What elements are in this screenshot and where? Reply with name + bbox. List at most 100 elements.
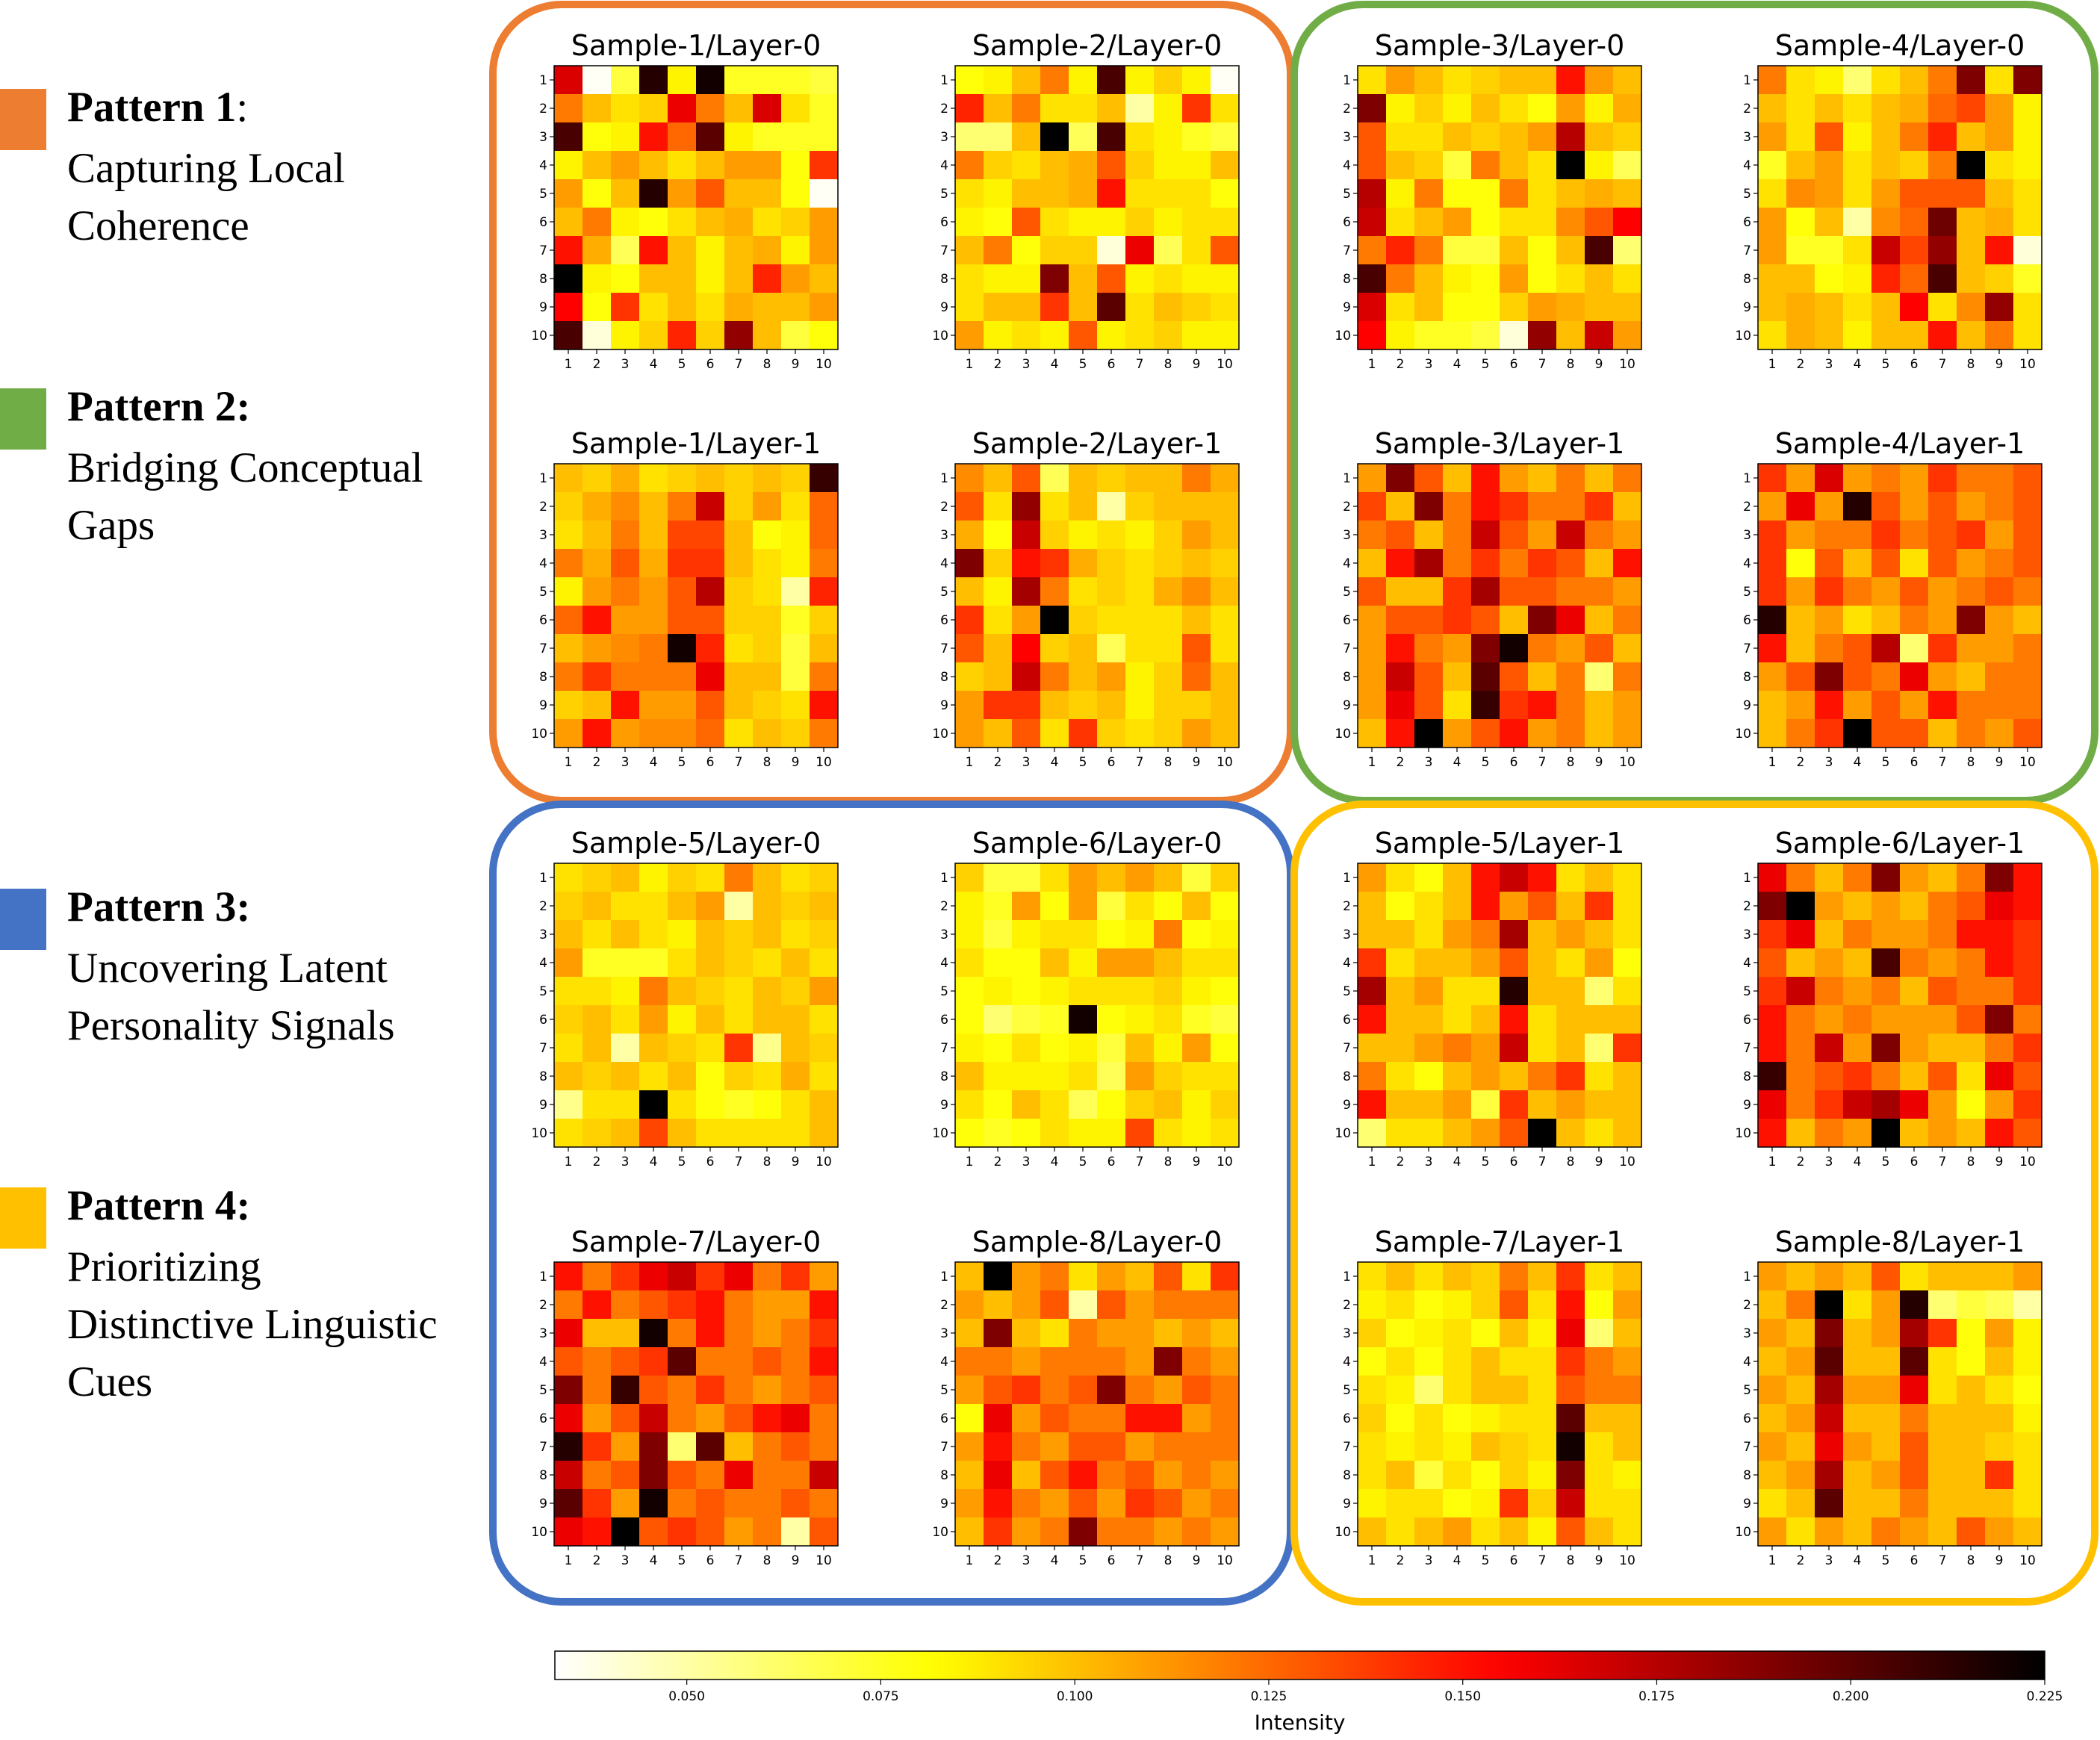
heatmap-cell (696, 464, 725, 493)
heatmap-cell (1069, 863, 1098, 892)
heatmap-cell (1443, 691, 1472, 720)
heatmap-cell (554, 1290, 583, 1320)
heatmap-cell (1154, 1489, 1183, 1518)
heatmap-cell (1815, 521, 1844, 550)
heatmap-cell (753, 948, 782, 978)
heatmap-cell (781, 1005, 810, 1034)
heatmap-cell (955, 1517, 984, 1547)
x-tick-label: 4 (1453, 357, 1461, 372)
heatmap-cell (1985, 1517, 2014, 1547)
heatmap-cell (1613, 606, 1642, 635)
heatmap-cell (984, 719, 1013, 748)
heatmap-cell (1528, 606, 1557, 635)
pattern-1-description-line: Capturing Local (67, 145, 345, 192)
x-tick-label: 2 (1797, 755, 1805, 770)
heatmap-cell (1471, 1319, 1500, 1348)
heatmap-cell (583, 691, 612, 720)
heatmap-cell (1900, 151, 1929, 180)
x-tick-label: 1 (565, 357, 573, 372)
heatmap-cell (2013, 264, 2042, 293)
y-tick-label: 3 (940, 1326, 948, 1341)
heatmap-cell (1843, 863, 1872, 892)
heatmap-cell (1154, 577, 1183, 606)
heatmap-cell (1985, 719, 2014, 748)
x-tick-label: 3 (621, 1553, 630, 1568)
heatmap-cell (1358, 264, 1387, 293)
heatmap-cell (1528, 634, 1557, 663)
heatmap-cell (1871, 948, 1901, 978)
x-tick-label: 9 (1193, 755, 1201, 770)
heatmap-cell (1786, 151, 1815, 180)
heatmap-cell (1069, 208, 1098, 237)
y-tick-label: 2 (1343, 500, 1351, 515)
heatmap-cell (1500, 208, 1529, 237)
heatmap-cell (668, 1376, 697, 1405)
heatmap-cell (1040, 1461, 1069, 1490)
heatmap-cell (1556, 606, 1585, 635)
x-tick-label: 10 (2019, 1155, 2036, 1169)
heatmap-cell (1900, 492, 1929, 521)
heatmap-cell (753, 66, 782, 95)
heatmap-cell (1843, 1376, 1872, 1405)
x-tick-label: 3 (1825, 357, 1833, 372)
y-tick-label: 10 (1335, 329, 1351, 344)
heatmap-cell (1928, 264, 1957, 293)
heatmap-cell (639, 1034, 668, 1063)
heatmap-cell (1012, 977, 1041, 1006)
heatmap-cell (696, 1461, 725, 1490)
heatmap-cell (1386, 151, 1415, 180)
y-tick-label: 8 (1343, 1468, 1351, 1483)
heatmap-cell (554, 208, 583, 237)
heatmap-cell (639, 1461, 668, 1490)
heatmap-cell (781, 66, 810, 95)
heatmap-cell (1815, 264, 1844, 293)
x-tick-label: 8 (1967, 1155, 1975, 1169)
heatmap-cell (724, 662, 754, 692)
heatmap-cell (696, 1290, 725, 1320)
heatmap-cell (1556, 208, 1585, 237)
x-tick-label: 9 (792, 357, 800, 372)
heatmap-cell (1500, 920, 1529, 949)
heatmap-cell (1613, 1262, 1642, 1291)
heatmap-cell (1471, 948, 1500, 978)
heatmap-cell (1613, 208, 1642, 237)
heatmap-cell (554, 1517, 583, 1547)
heatmap-cell (554, 1090, 583, 1119)
heatmap-cell (1211, 1034, 1240, 1063)
heatmap-cell (753, 549, 782, 578)
y-tick-label: 4 (539, 158, 547, 173)
heatmap-cell (1443, 179, 1472, 208)
heatmap-cell (1125, 1062, 1155, 1091)
heatmap-cell (2013, 1489, 2042, 1518)
heatmap-cell (1758, 691, 1787, 720)
heatmap-cell (1957, 1090, 1986, 1119)
heatmap-cell (1358, 521, 1387, 550)
heatmap-cell (1786, 1005, 1815, 1034)
y-tick-label: 9 (940, 300, 948, 315)
heatmap-cell (1386, 920, 1415, 949)
heatmap-cell (1957, 1432, 1986, 1461)
y-tick-label: 8 (539, 1468, 547, 1483)
heatmap-cell (753, 662, 782, 692)
colorbar: 0.050 0.075 0.100 0.125 0.150 0.175 0.200 0.225… (554, 1650, 2063, 1735)
heatmap-cell (984, 1262, 1013, 1291)
heatmap-cell (554, 577, 583, 606)
heatmap-cell (1386, 179, 1415, 208)
heatmap-cell (1585, 1062, 1614, 1091)
heatmap-cell (1758, 1517, 1787, 1547)
y-tick-label: 6 (1743, 1013, 1751, 1028)
heatmap-cell (1613, 179, 1642, 208)
heatmap-cell (984, 863, 1013, 892)
heatmap-cell (1585, 863, 1614, 892)
pattern-3-title: Pattern 3: (67, 883, 250, 931)
heatmap-cell (611, 948, 640, 978)
heatmap-cell (696, 549, 725, 578)
heatmap-cell (1443, 892, 1472, 921)
heatmap-cell (753, 1517, 782, 1547)
pattern-legend: Pattern 1: Capturing Local Coherence Pat… (0, 0, 493, 1740)
heatmap-cell (1443, 920, 1472, 949)
x-tick-label: 3 (1425, 1553, 1433, 1568)
heatmap-cell (1386, 492, 1415, 521)
